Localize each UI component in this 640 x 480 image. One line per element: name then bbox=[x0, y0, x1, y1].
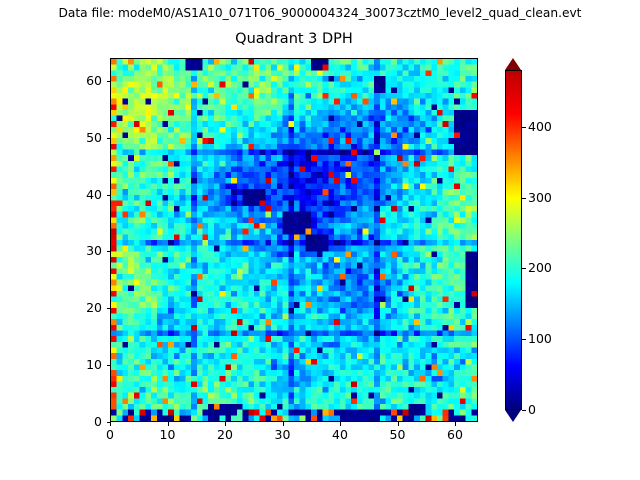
x-tick-mark bbox=[397, 422, 399, 426]
y-tick-label: 20 bbox=[86, 300, 102, 316]
colorbar-tick-label: 100 bbox=[528, 331, 552, 347]
x-tick-mark bbox=[167, 422, 169, 426]
y-tick-mark bbox=[106, 365, 110, 367]
plot-title: Quadrant 3 DPH bbox=[235, 31, 353, 47]
x-tick-label: 60 bbox=[447, 427, 463, 442]
x-tick-label: 20 bbox=[217, 427, 233, 442]
x-tick-label: 50 bbox=[389, 427, 406, 442]
data-file-suptitle: Data file: modeM0/AS1A10_071T06_90000043… bbox=[58, 6, 582, 20]
y-tick-mark bbox=[106, 422, 110, 423]
x-tick-label: 40 bbox=[332, 427, 348, 442]
x-tick-mark bbox=[455, 422, 456, 426]
colorbar-under-arrow-icon bbox=[505, 410, 521, 422]
y-tick-label: 30 bbox=[86, 243, 102, 259]
y-tick-label: 0 bbox=[94, 414, 102, 429]
y-tick-mark bbox=[106, 137, 110, 139]
y-tick-mark bbox=[106, 194, 110, 196]
y-tick-label: 60 bbox=[86, 72, 102, 88]
x-tick-label: 10 bbox=[159, 427, 176, 442]
heatmap-axes[interactable] bbox=[110, 58, 478, 422]
colorbar-over-arrow-icon bbox=[505, 58, 521, 70]
colorbar-tick-mark bbox=[522, 410, 526, 411]
colorbar-tick-mark bbox=[522, 126, 526, 128]
colorbar[interactable] bbox=[505, 58, 522, 422]
colorbar-tick-mark bbox=[522, 197, 526, 199]
y-tick-label: 40 bbox=[86, 186, 102, 202]
colorbar-tick-label: 400 bbox=[528, 118, 552, 134]
colorbar-gradient bbox=[506, 71, 521, 409]
x-tick-mark bbox=[340, 422, 341, 426]
colorbar-tick-mark bbox=[522, 339, 526, 341]
x-tick-label: 0 bbox=[106, 427, 114, 442]
colorbar-tick-label: 0 bbox=[528, 402, 536, 417]
x-tick-label: 30 bbox=[274, 427, 291, 442]
y-tick-mark bbox=[106, 80, 110, 82]
colorbar-tick-label: 300 bbox=[528, 189, 552, 205]
detector-heatmap-image[interactable] bbox=[111, 59, 477, 421]
x-tick-mark bbox=[225, 422, 226, 426]
x-tick-mark bbox=[110, 422, 111, 426]
y-tick-label: 10 bbox=[86, 357, 102, 373]
colorbar-tick-mark bbox=[522, 268, 526, 270]
y-tick-label: 50 bbox=[86, 129, 102, 145]
colorbar-body[interactable] bbox=[505, 70, 522, 410]
colorbar-tick-label: 200 bbox=[528, 260, 552, 276]
y-tick-mark bbox=[106, 251, 110, 253]
y-tick-mark bbox=[106, 308, 110, 310]
x-tick-mark bbox=[282, 422, 284, 426]
